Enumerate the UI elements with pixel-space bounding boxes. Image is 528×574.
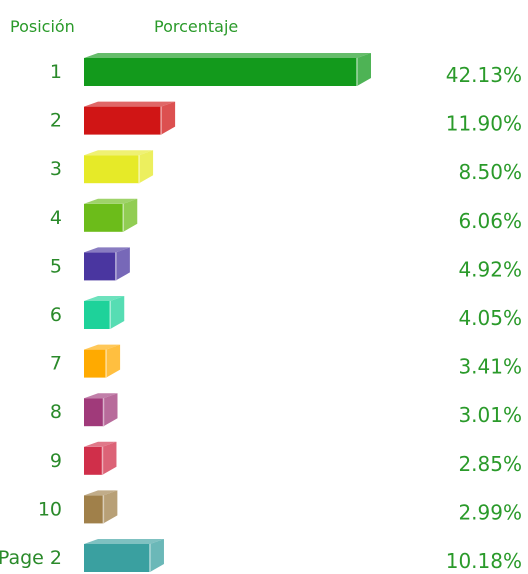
bar	[84, 539, 164, 572]
position-label: 9	[50, 450, 62, 472]
bar	[84, 344, 121, 378]
bar	[84, 198, 138, 232]
percentage-label: 8.50%	[458, 160, 522, 184]
bar-side	[102, 441, 117, 475]
position-label: 10	[38, 498, 62, 520]
bar-front	[84, 301, 111, 329]
percentage-header: Porcentaje	[154, 17, 238, 36]
bar	[84, 247, 130, 281]
bar-front	[84, 203, 124, 232]
bar-side	[139, 150, 154, 184]
bar-side	[357, 53, 371, 86]
percentage-label: 3.41%	[458, 355, 522, 379]
bar-front	[84, 349, 107, 378]
bar-top	[84, 53, 371, 58]
bar-top	[84, 539, 164, 544]
bars: 1 42.13% 2 11.90% 3 8.50% 4 6.06% 5 4.92% 6 4.05% 7 3…	[0, 53, 522, 573]
bar-front	[84, 446, 103, 475]
bar-top	[84, 441, 117, 447]
position-label: 2	[50, 110, 62, 132]
position-label: Page 2	[0, 547, 62, 569]
bar-front	[84, 544, 150, 572]
percentage-label: 42.13%	[446, 63, 522, 87]
percentage-label: 10.18%	[446, 549, 522, 573]
bar-top	[84, 101, 176, 107]
position-label: 5	[50, 255, 62, 277]
bar-top	[84, 198, 138, 204]
bar-front	[84, 398, 104, 427]
position-header: Posición	[10, 17, 75, 36]
bar-front	[84, 252, 116, 281]
bar	[84, 490, 118, 524]
percentage-label: 2.85%	[458, 452, 522, 476]
bar-top	[84, 393, 118, 399]
bar	[84, 150, 154, 184]
percentage-label: 4.05%	[458, 306, 522, 330]
bar-top	[84, 150, 154, 156]
position-label: 3	[50, 158, 62, 180]
bar-top	[84, 247, 130, 253]
position-label: 4	[50, 207, 62, 229]
bar-side	[103, 393, 118, 427]
bar-side	[103, 490, 118, 524]
bar-side	[110, 296, 125, 329]
bar	[84, 441, 117, 475]
position-label: 6	[50, 304, 62, 326]
bar-top	[84, 344, 121, 350]
bar-front	[84, 58, 357, 86]
position-label: 8	[50, 401, 62, 423]
position-label: 1	[50, 61, 62, 83]
bar	[84, 296, 125, 329]
bar	[84, 393, 118, 427]
bar-top	[84, 490, 118, 496]
bar-front	[84, 495, 104, 524]
bar	[84, 53, 371, 86]
percentage-label: 11.90%	[446, 112, 522, 136]
percentage-label: 4.92%	[458, 257, 522, 281]
percentage-label: 6.06%	[458, 209, 522, 233]
bar-side	[161, 101, 176, 135]
bar-front	[84, 106, 162, 135]
bar	[84, 101, 176, 135]
bar-front	[84, 155, 140, 184]
bar-side	[123, 198, 138, 232]
bar-top	[84, 296, 125, 301]
percentage-label: 3.01%	[458, 403, 522, 427]
percentage-label: 2.99%	[458, 500, 522, 524]
bar-side	[149, 539, 164, 572]
position-label: 7	[50, 353, 62, 375]
bar-side	[115, 247, 130, 281]
bar-side	[106, 344, 121, 378]
